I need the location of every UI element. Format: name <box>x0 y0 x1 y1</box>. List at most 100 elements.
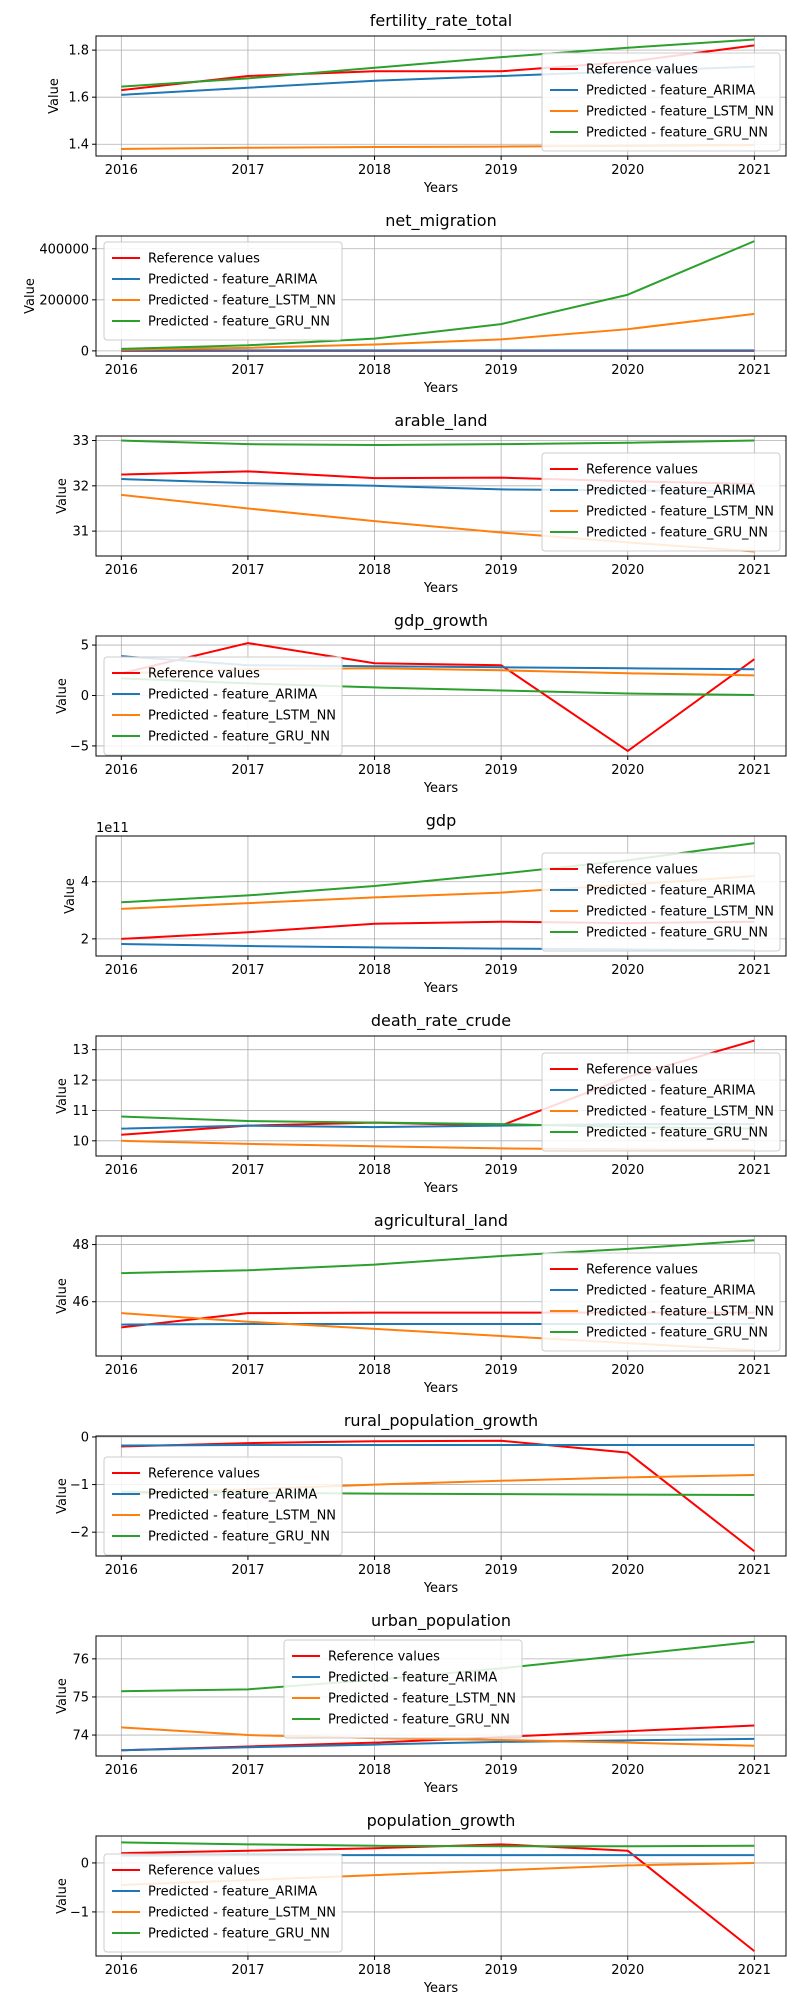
x-tick-label: 2017 <box>231 563 264 578</box>
legend-entry: Predicted - feature_ARIMA <box>148 273 317 288</box>
y-tick-label: 200000 <box>39 293 89 308</box>
legend-entry: Predicted - feature_ARIMA <box>586 884 755 899</box>
legend-entry: Predicted - feature_ARIMA <box>148 1488 317 1503</box>
x-tick-label: 2021 <box>738 1763 771 1778</box>
x-tick-label: 2017 <box>231 163 264 178</box>
legend-entry: Reference values <box>328 1650 440 1665</box>
series-line-lstm <box>121 312 755 351</box>
x-tick-label: 2021 <box>738 1163 771 1178</box>
y-tick-label: 74 <box>72 1729 89 1744</box>
y-tick-label: 11 <box>72 1104 89 1119</box>
y-axis-label: Value <box>55 478 70 514</box>
legend-entry: Predicted - feature_LSTM_NN <box>328 1692 516 1707</box>
legend-entry: Predicted - feature_GRU_NN <box>148 730 330 745</box>
x-tick-label: 2021 <box>738 363 771 378</box>
series-line-arima <box>121 1737 755 1752</box>
x-tick-label: 2017 <box>231 763 264 778</box>
x-axis-label: Years <box>423 381 459 396</box>
y-axis-label: Value <box>55 1878 70 1914</box>
legend: Reference values Predicted - feature_ARIM… <box>541 452 781 552</box>
y-axis-label: Value <box>55 1078 70 1114</box>
x-tick-label: 2018 <box>358 1963 391 1978</box>
y-axis-label: Value <box>55 1478 70 1514</box>
x-tick-label: 2016 <box>105 763 138 778</box>
legend-entry: Predicted - feature_ARIMA <box>586 84 755 99</box>
legend: Reference values Predicted - feature_ARIM… <box>541 1052 781 1152</box>
chart-title: arable_land <box>394 411 487 431</box>
x-tick-label: 2019 <box>485 1763 518 1778</box>
y-tick-label: −2 <box>70 1526 89 1541</box>
y-tick-label: 12 <box>72 1074 89 1089</box>
series-line-reference <box>121 642 755 752</box>
x-tick-label: 2020 <box>611 1963 644 1978</box>
legend-box <box>283 1639 523 1739</box>
x-tick-label: 2017 <box>231 1963 264 1978</box>
series-line-gru <box>121 1239 755 1275</box>
y-tick-label: 0 <box>81 1430 89 1445</box>
series-line-gru <box>121 38 755 88</box>
x-tick-label: 2016 <box>105 563 138 578</box>
legend-entry: Reference values <box>148 1467 260 1482</box>
legend-box <box>541 452 781 552</box>
x-tick-label: 2019 <box>485 563 518 578</box>
legend: Reference values Predicted - feature_ARIM… <box>103 1456 343 1556</box>
x-tick-label: 2016 <box>105 363 138 378</box>
chart-panel-arable-land: arable_land 2016 2017 2018 2019 2020 2021 31 32 3… <box>55 411 787 596</box>
y-tick-label: −5 <box>70 739 89 754</box>
plot-frame <box>95 235 787 357</box>
x-tick-label: 2021 <box>738 563 771 578</box>
x-axis-label: Years <box>423 1781 459 1796</box>
plot-frame <box>95 1435 787 1557</box>
y-tick-label: 33 <box>72 434 89 449</box>
legend-entry: Predicted - feature_GRU_NN <box>586 126 768 141</box>
legend-box <box>103 241 343 341</box>
y-axis-label: Value <box>55 1278 70 1314</box>
y-tick-label: 32 <box>72 479 89 494</box>
legend-entry: Predicted - feature_GRU_NN <box>148 315 330 330</box>
x-axis-label: Years <box>423 581 459 596</box>
legend: Reference values Predicted - feature_ARIM… <box>103 241 343 341</box>
legend-box <box>541 1252 781 1352</box>
plot-frame <box>95 1235 787 1357</box>
chart-title: gdp_growth <box>394 611 488 631</box>
chart-title: population_growth <box>367 1811 516 1831</box>
chart-panel-gdp-growth: gdp_growth 2016 2017 2018 2019 2020 2021 −5 0 5 Ye… <box>55 611 787 796</box>
y-scale-label: 1e11 <box>96 821 129 836</box>
legend-entry: Reference values <box>586 1263 698 1278</box>
x-axis-label: Years <box>423 981 459 996</box>
x-tick-label: 2020 <box>611 1363 644 1378</box>
y-tick-label: −1 <box>70 1478 89 1493</box>
y-tick-label: 76 <box>72 1652 89 1667</box>
legend-entry: Predicted - feature_ARIMA <box>148 1885 317 1900</box>
legend: Reference values Predicted - feature_ARIM… <box>541 1252 781 1352</box>
legend-entry: Predicted - feature_ARIMA <box>586 1084 755 1099</box>
y-tick-label: 0 <box>81 344 89 359</box>
chart-panel-rural-population-growth: rural_population_growth 2016 2017 2018 2019 2… <box>55 1411 787 1596</box>
x-tick-label: 2017 <box>231 1763 264 1778</box>
chart-title: gdp <box>426 811 456 830</box>
legend: Reference values Predicted - feature_ARIM… <box>541 852 781 952</box>
legend: Reference values Predicted - feature_ARIM… <box>541 52 781 152</box>
y-tick-label: 5 <box>81 639 89 654</box>
legend-entry: Predicted - feature_LSTM_NN <box>586 505 774 520</box>
y-tick-label: 46 <box>72 1295 89 1310</box>
legend-box <box>541 852 781 952</box>
series-line-reference <box>121 1439 755 1553</box>
x-tick-label: 2018 <box>358 763 391 778</box>
y-tick-label: 75 <box>72 1690 89 1705</box>
legend-box <box>103 1853 343 1953</box>
plot-frame <box>95 435 787 557</box>
x-tick-label: 2020 <box>611 963 644 978</box>
chart-panel-gdp: gdp 2016 2017 2018 2019 2020 2021 2 4 1e11 Years Va… <box>63 811 787 996</box>
x-axis-label: Years <box>423 1581 459 1596</box>
series-line-lstm <box>121 1726 755 1747</box>
legend-box <box>541 52 781 152</box>
x-tick-label: 2018 <box>358 363 391 378</box>
legend-box <box>541 1052 781 1152</box>
plot-frame <box>95 1635 787 1757</box>
legend: Reference values Predicted - feature_ARIM… <box>283 1639 523 1739</box>
legend-entry: Predicted - feature_GRU_NN <box>148 1927 330 1942</box>
x-tick-label: 2020 <box>611 163 644 178</box>
y-axis-label: Value <box>63 878 78 914</box>
